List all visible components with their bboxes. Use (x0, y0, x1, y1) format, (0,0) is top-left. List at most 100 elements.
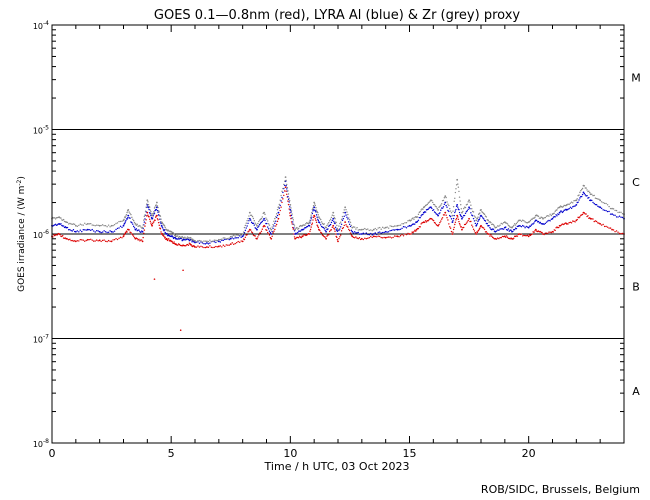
trace-dot (433, 204, 436, 206)
data-point (308, 221, 311, 223)
trace-dot (498, 237, 500, 240)
trace-dot (131, 216, 133, 219)
data-point (241, 233, 244, 235)
trace-dot (574, 205, 576, 207)
trace-dot (393, 235, 396, 237)
trace-dot (413, 230, 415, 233)
trace-dot (290, 211, 292, 213)
trace-dot (506, 223, 509, 225)
data-point (134, 222, 137, 225)
trace-dot (334, 233, 337, 235)
trace-dot (459, 200, 461, 202)
trace-dot (441, 217, 444, 219)
trace-dot (350, 234, 353, 236)
data-point (360, 237, 363, 240)
trace-dot (266, 218, 268, 220)
trace-dot (592, 194, 594, 197)
data-point (127, 214, 130, 217)
trace-dot (139, 240, 141, 242)
trace-dot (172, 242, 175, 245)
trace-dot (335, 228, 337, 230)
trace-dot (440, 204, 442, 206)
trace-dot (466, 203, 468, 206)
trace-dot (328, 221, 330, 224)
x-tick-label: 5 (168, 447, 175, 460)
trace-dot (353, 237, 356, 239)
trace-dot (118, 237, 120, 240)
trace-dot (159, 218, 161, 220)
trace-dot (159, 215, 162, 217)
trace-dot (115, 222, 117, 225)
trace-dot (427, 208, 429, 210)
trace-dot (119, 220, 122, 223)
trace-dot (219, 241, 222, 243)
trace-dot (132, 225, 135, 228)
trace-dot (69, 222, 71, 225)
data-point (527, 235, 530, 238)
trace-dot (541, 216, 543, 219)
trace-dot (287, 203, 290, 206)
trace-dot (140, 231, 142, 234)
trace-dot (380, 236, 382, 239)
trace-dot (311, 216, 313, 218)
data-point (344, 221, 347, 223)
trace-dot (417, 219, 420, 221)
series-lyra-zr-proxy (51, 176, 625, 243)
trace-dot (537, 215, 540, 218)
trace-dot (106, 226, 108, 228)
trace-dot (471, 208, 473, 210)
trace-dot (257, 222, 259, 225)
trace-dot (158, 211, 160, 213)
trace-dot (602, 209, 604, 211)
trace-dot (174, 234, 177, 236)
trace-dot (292, 226, 294, 229)
data-point (542, 233, 544, 235)
trace-dot (219, 238, 222, 241)
trace-dot (204, 240, 207, 242)
trace-dot (349, 232, 352, 234)
trace-dot (54, 218, 57, 220)
trace-dot (577, 201, 579, 203)
trace-dot (609, 227, 612, 229)
trace-dot (513, 228, 516, 231)
trace-dot (69, 228, 71, 231)
trace-dot (484, 220, 487, 222)
trace-dot (76, 240, 79, 242)
trace-dot (62, 225, 65, 227)
trace-dot (306, 234, 308, 236)
trace-dot (423, 205, 426, 208)
trace-dot (348, 219, 351, 221)
trace-dot (264, 219, 266, 222)
trace-dot (524, 226, 526, 229)
data-point (589, 193, 592, 196)
trace-dot (414, 229, 416, 232)
trace-dot (198, 246, 201, 248)
trace-dot (467, 201, 469, 203)
trace-dot (330, 229, 333, 231)
data-point (256, 237, 258, 240)
trace-dot (289, 212, 291, 214)
trace-dot (365, 238, 368, 240)
trace-dot (67, 229, 70, 231)
trace-dot (432, 219, 435, 222)
trace-dot (395, 228, 397, 231)
trace-dot (268, 230, 271, 232)
trace-dot (203, 246, 205, 249)
trace-dot (544, 232, 547, 234)
trace-dot (305, 227, 307, 229)
trace-dot (195, 241, 198, 243)
data-point (294, 228, 296, 231)
trace-dot (346, 216, 348, 218)
trace-dot (237, 240, 239, 243)
trace-dot (583, 185, 586, 187)
trace-dot (439, 221, 441, 224)
trace-dot (107, 239, 110, 242)
trace-dot (389, 225, 391, 227)
trace-dot (441, 207, 444, 209)
trace-dot (591, 218, 593, 220)
trace-dot (508, 230, 511, 232)
trace-dot (560, 224, 563, 226)
trace-dot (56, 234, 59, 236)
trace-dot (287, 190, 289, 192)
trace-dot (180, 237, 182, 240)
